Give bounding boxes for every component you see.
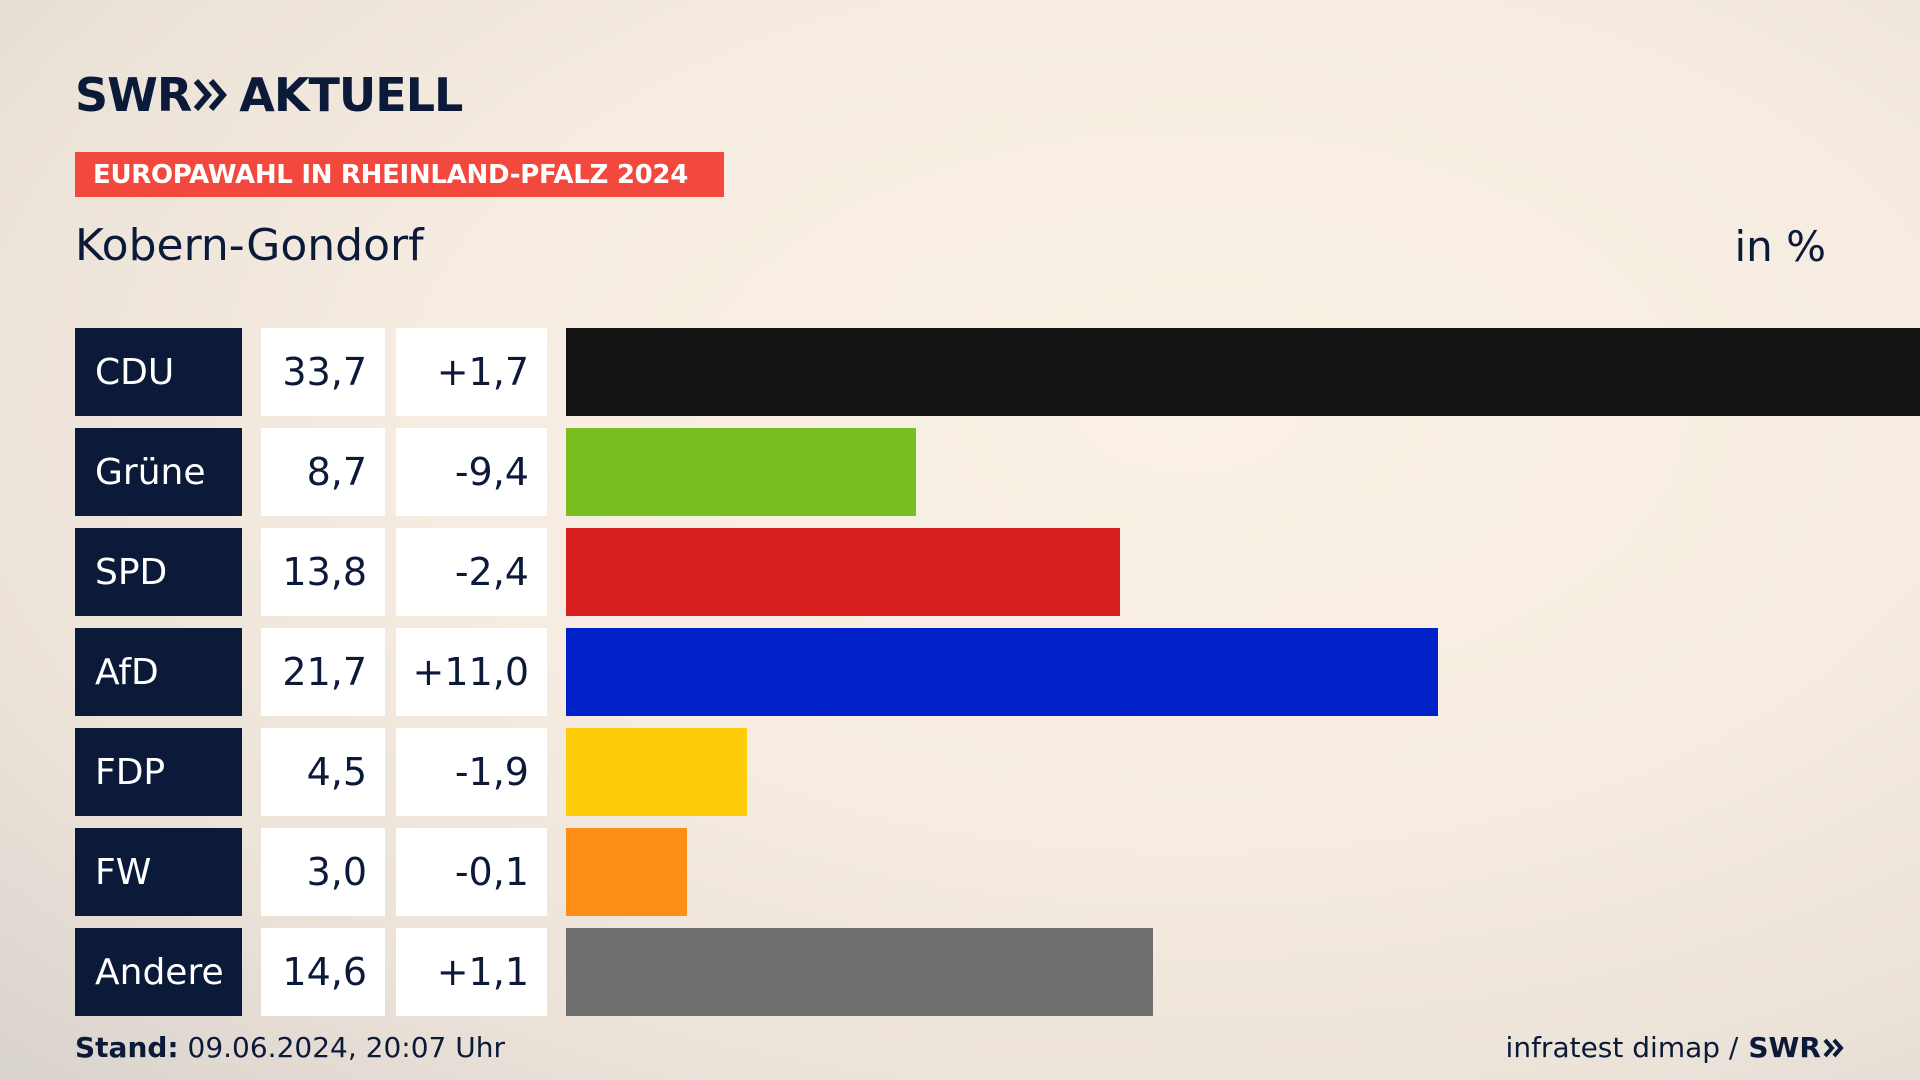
party-label: Grüne (75, 428, 242, 516)
source-brand: SWR (1748, 1031, 1845, 1064)
vote-change-value: +1,1 (396, 928, 547, 1016)
vote-change-value: -9,4 (396, 428, 547, 516)
source-credit: infratest dimap / SWR (1506, 1031, 1845, 1064)
result-row: FDP 4,5 -1,9 (75, 728, 1845, 816)
vote-share-value: 21,7 (261, 628, 385, 716)
vote-share-value: 13,8 (261, 528, 385, 616)
result-row: Grüne 8,7 -9,4 (75, 428, 1845, 516)
vote-change-value: +11,0 (396, 628, 547, 716)
party-label: FW (75, 828, 242, 916)
vote-share-value: 33,7 (261, 328, 385, 416)
result-row: CDU 33,7 +1,7 (75, 328, 1920, 416)
party-label: SPD (75, 528, 242, 616)
result-bar (566, 628, 1438, 716)
stand-value: 09.06.2024, 20:07 Uhr (178, 1031, 505, 1064)
result-row: FW 3,0 -0,1 (75, 828, 1845, 916)
result-bar (566, 328, 1920, 416)
vote-share-value: 3,0 (261, 828, 385, 916)
vote-share-value: 14,6 (261, 928, 385, 1016)
party-label: CDU (75, 328, 242, 416)
vote-change-value: -0,1 (396, 828, 547, 916)
result-row: Andere 14,6 +1,1 (75, 928, 1845, 1016)
double-chevron-icon (193, 78, 229, 112)
result-bar (566, 928, 1153, 1016)
timestamp: Stand: 09.06.2024, 20:07 Uhr (75, 1031, 505, 1064)
result-bar (566, 828, 687, 916)
source-text: infratest dimap / (1505, 1031, 1739, 1064)
vote-share-value: 4,5 (261, 728, 385, 816)
small-double-chevron-icon (1823, 1038, 1844, 1057)
unit-label: in % (1734, 222, 1826, 271)
result-bar (566, 528, 1120, 616)
result-row: AfD 21,7 +11,0 (75, 628, 1845, 716)
party-label: Andere (75, 928, 242, 1016)
source-brand-name: SWR (1748, 1031, 1821, 1064)
stand-label: Stand: (75, 1031, 179, 1064)
swr-aktuell-logo: SWR AKTUELL (75, 68, 463, 122)
vote-change-value: +1,7 (396, 328, 547, 416)
region-title: Kobern-Gondorf (75, 220, 424, 271)
result-bar (566, 728, 747, 816)
brand-name: SWR (75, 68, 192, 122)
vote-change-value: -1,9 (396, 728, 547, 816)
result-bar (566, 428, 916, 516)
brand-suffix: AKTUELL (239, 68, 463, 122)
vote-change-value: -2,4 (396, 528, 547, 616)
party-label: FDP (75, 728, 242, 816)
election-banner: EUROPAWAHL IN RHEINLAND-PFALZ 2024 (75, 152, 724, 197)
party-label: AfD (75, 628, 242, 716)
vote-share-value: 8,7 (261, 428, 385, 516)
result-row: SPD 13,8 -2,4 (75, 528, 1845, 616)
